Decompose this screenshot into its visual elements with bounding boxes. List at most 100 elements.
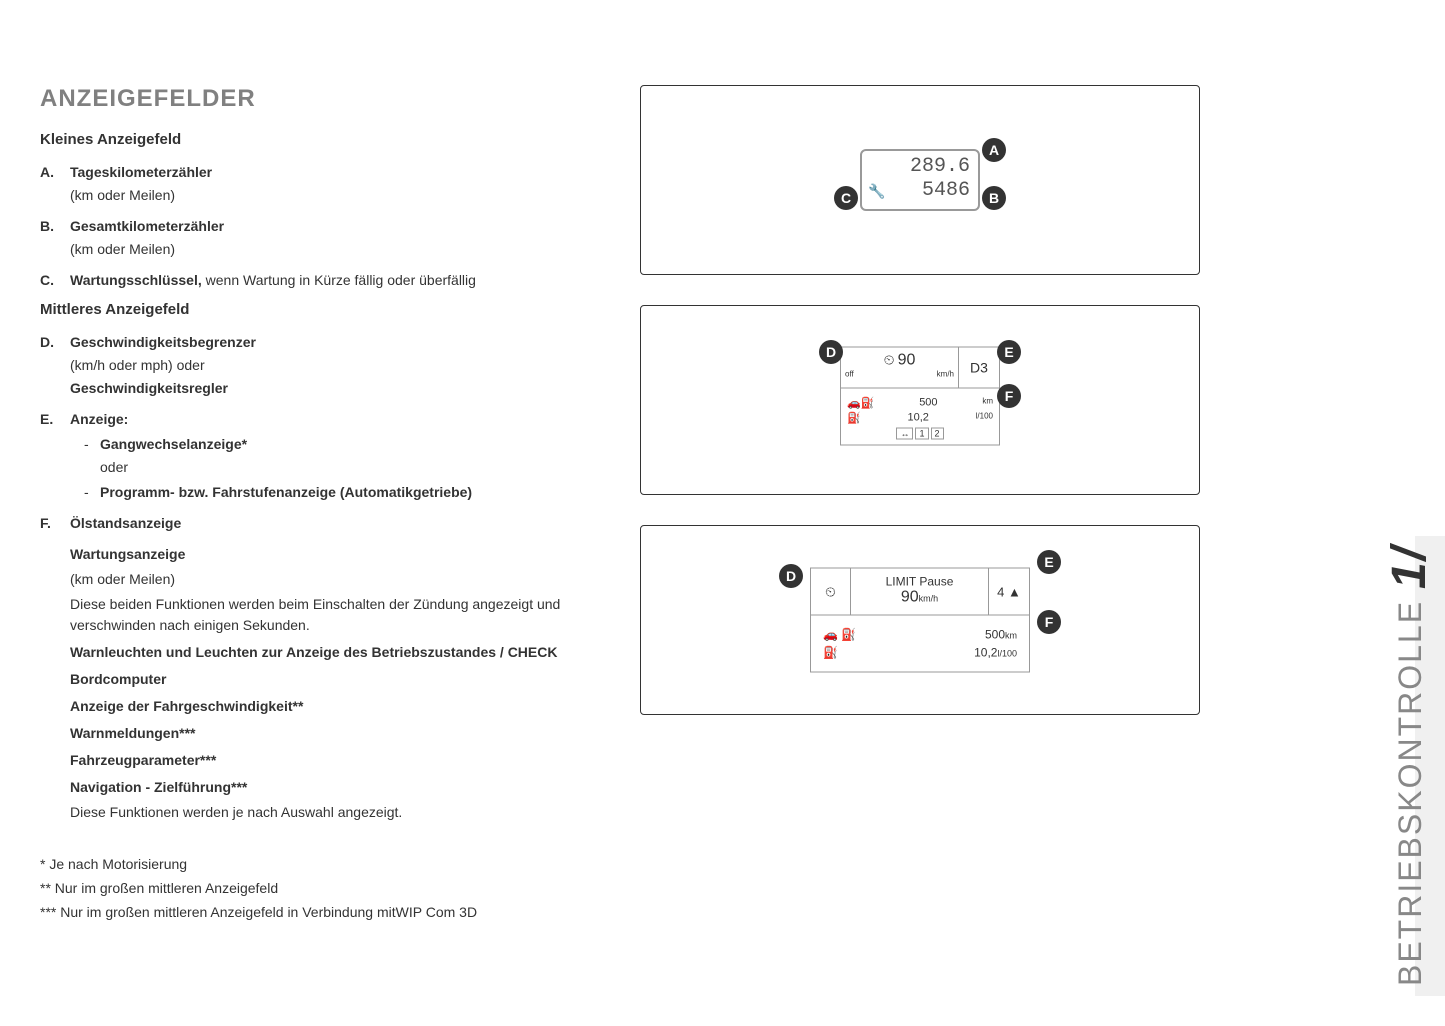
badge-F: F xyxy=(997,384,1021,408)
large-lcd: ⏲ LIMIT Pause 90km/h 4 ▲ 🚗 ⛽ 500km ⛽ 10,… xyxy=(810,568,1030,673)
speed-value: 90 xyxy=(898,352,916,369)
gear-cell: 4 ▲ xyxy=(989,569,1029,615)
medium-list: D. Geschwindigkeitsbegrenzer (km/h oder … xyxy=(40,332,600,534)
badge-F: F xyxy=(1037,610,1061,634)
medium-lcd: ⏲ 90 off km/h D3 🚗⛽ 500 km ⛽ 10 xyxy=(840,347,1000,446)
item-sub-bold: Geschwindigkeitsregler xyxy=(70,378,600,399)
item-title: Anzeige: xyxy=(70,411,128,427)
item-B: B. Gesamtkilometerzähler (km oder Meilen… xyxy=(40,216,600,260)
trip-value: 289.6 xyxy=(870,155,970,179)
gauge-cell: ⏲ xyxy=(811,569,851,615)
consumption-unit: l/100 xyxy=(997,649,1017,659)
lcd-top-row: ⏲ LIMIT Pause 90km/h 4 ▲ xyxy=(810,568,1030,616)
bullet-sub: oder xyxy=(100,457,600,478)
line: Navigation - Zielführung*** xyxy=(70,777,600,798)
footnote: *** Nur im großen mittleren Anzeigefeld … xyxy=(40,901,600,925)
pump-icon: ⛽ xyxy=(847,412,861,425)
item-E: E. Anzeige: Gangwechselanzeige* oder Pro… xyxy=(40,409,600,503)
line: Warnleuchten und Leuchten zur Anzeige de… xyxy=(70,642,600,663)
gauge-icon: ⏲ xyxy=(884,352,895,368)
badge-D: D xyxy=(819,340,843,364)
medium-display-panel: ⏲ 90 off km/h D3 🚗⛽ 500 km ⛽ 10 xyxy=(640,305,1200,495)
item-A: A. Tageskilometerzähler (km oder Meilen) xyxy=(40,162,600,206)
range-unit: km xyxy=(1005,631,1017,641)
item-sub: (km oder Meilen) xyxy=(70,239,600,260)
small-list: A. Tageskilometerzähler (km oder Meilen)… xyxy=(40,162,600,291)
wrench-icon: 🔧 xyxy=(868,184,885,201)
footnote: ** Nur im großen mittleren Anzeigefeld xyxy=(40,877,600,901)
line: Diese Funktionen werden je nach Auswahl … xyxy=(70,802,600,823)
item-sub: (km/h oder mph) oder xyxy=(70,355,600,376)
line: Fahrzeugparameter*** xyxy=(70,750,600,771)
label-letter: F. xyxy=(40,513,51,534)
badge-C: C xyxy=(834,186,858,210)
badge-A: A xyxy=(982,138,1006,162)
label-letter: C. xyxy=(40,270,54,291)
speed-unit: km/h xyxy=(919,594,939,604)
item-title: Tageskilometerzähler xyxy=(70,164,212,180)
gauge-icon: ⏲ xyxy=(825,583,836,600)
car-fuel-icon: 🚗⛽ xyxy=(847,397,874,410)
consumption-row: ⛽ 10,2l/100 xyxy=(823,646,1017,660)
item-F-details: Wartungsanzeige (km oder Meilen) Diese b… xyxy=(40,544,600,823)
section-medium-title: Mittleres Anzeigefeld xyxy=(40,301,600,318)
limit-cell: LIMIT Pause 90km/h xyxy=(851,569,989,615)
limit-label: LIMIT Pause xyxy=(851,575,988,589)
page-title: ANZEIGEFELDER xyxy=(40,85,600,113)
illustration-column: 289.6 5486 🔧 A B C ⏲ 90 off km/h D3 xyxy=(640,85,1200,924)
side-tab-label: BETRIEBSKONTROLLE xyxy=(1392,600,1428,986)
item-title: Ölstandsanzeige xyxy=(70,515,181,531)
badge-E: E xyxy=(997,340,1021,364)
bullet-title: Programm- bzw. Fahrstufenanzeige (Automa… xyxy=(100,484,472,500)
bullet: Gangwechselanzeige* oder xyxy=(70,434,600,478)
item-title: Gesamtkilometerzähler xyxy=(70,218,224,234)
side-tab-number: 1/ xyxy=(1383,545,1436,589)
tab-indicator: ↔12 xyxy=(847,429,993,439)
line: Wartungsanzeige xyxy=(70,544,600,565)
line: Anzeige der Fahrgeschwindigkeit** xyxy=(70,696,600,717)
label-letter: B. xyxy=(40,216,54,237)
item-F: F. Ölstandsanzeige xyxy=(40,513,600,534)
speed-unit: km/h xyxy=(937,370,954,379)
large-display-panel: ⏲ LIMIT Pause 90km/h 4 ▲ 🚗 ⛽ 500km ⛽ 10,… xyxy=(640,525,1200,715)
range-value: 500 xyxy=(919,397,937,410)
item-sub: (km oder Meilen) xyxy=(70,185,600,206)
lcd-bottom: 🚗 ⛽ 500km ⛽ 10,2l/100 xyxy=(810,616,1030,673)
item-rest: wenn Wartung in Kürze fällig oder überfä… xyxy=(202,272,476,288)
bullet: Programm- bzw. Fahrstufenanzeige (Automa… xyxy=(70,482,600,503)
line: Warnmeldungen*** xyxy=(70,723,600,744)
line: Bordcomputer xyxy=(70,669,600,690)
label-letter: E. xyxy=(40,409,53,430)
side-tab: BETRIEBSKONTROLLE 1/ xyxy=(1382,545,1437,986)
label-letter: A. xyxy=(40,162,54,183)
car-fuel-icon: 🚗 ⛽ xyxy=(823,628,856,642)
range-value: 500 xyxy=(985,628,1005,642)
lcd-top-row: ⏲ 90 off km/h D3 xyxy=(840,347,1000,389)
consumption-value: 10,2 xyxy=(974,646,997,660)
consumption-value: 10,2 xyxy=(907,412,928,425)
pump-icon: ⛽ xyxy=(823,646,838,660)
badge-B: B xyxy=(982,186,1006,210)
badge-E: E xyxy=(1037,550,1061,574)
off-label: off xyxy=(845,370,854,379)
bullet-title: Gangwechselanzeige* xyxy=(100,436,247,452)
lcd-bottom: 🚗⛽ 500 km ⛽ 10,2 l/100 ↔12 xyxy=(840,389,1000,446)
small-lcd: 289.6 5486 🔧 xyxy=(860,149,980,211)
range-row: 🚗⛽ 500 km xyxy=(847,397,993,410)
item-D: D. Geschwindigkeitsbegrenzer (km/h oder … xyxy=(40,332,600,399)
badge-D: D xyxy=(779,564,803,588)
page-content: ANZEIGEFELDER Kleines Anzeigefeld A. Tag… xyxy=(0,0,1445,964)
speed-value: 90 xyxy=(901,589,919,606)
label-letter: D. xyxy=(40,332,54,353)
item-title: Geschwindigkeitsbegrenzer xyxy=(70,334,256,350)
line: Diese beiden Funktionen werden beim Eins… xyxy=(70,594,600,636)
consumption-row: ⛽ 10,2 l/100 xyxy=(847,412,993,425)
range-row: 🚗 ⛽ 500km xyxy=(823,628,1017,642)
range-unit: km xyxy=(982,397,993,410)
footnotes: * Je nach Motorisierung ** Nur im großen… xyxy=(40,853,600,924)
item-C: C. Wartungsschlüssel, wenn Wartung in Kü… xyxy=(40,270,600,291)
text-column: ANZEIGEFELDER Kleines Anzeigefeld A. Tag… xyxy=(40,85,600,924)
footnote: * Je nach Motorisierung xyxy=(40,853,600,877)
speed-cell: ⏲ 90 off km/h xyxy=(841,348,959,388)
item-title: Wartungsschlüssel, xyxy=(70,272,202,288)
